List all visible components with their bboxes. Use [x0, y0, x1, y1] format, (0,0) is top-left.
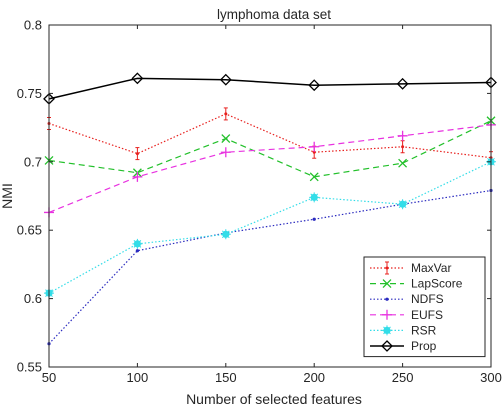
star-rays — [397, 199, 408, 210]
series-prop — [43, 72, 497, 105]
data-point-ndfs — [312, 217, 316, 221]
series-lapscore — [44, 116, 496, 182]
x-tick-label: 200 — [303, 370, 325, 385]
y-tick-label: 0.75 — [17, 86, 42, 101]
x-tick-label: 100 — [127, 370, 149, 385]
point-dot — [135, 152, 139, 156]
x-axis-label: Number of selected features — [186, 391, 362, 407]
star-rays — [220, 229, 231, 240]
data-point-eufs — [397, 130, 408, 141]
data-point-ndfs — [135, 249, 139, 253]
series-line-prop — [48, 77, 492, 100]
y-tick-label: 0.55 — [17, 360, 42, 375]
data-point-maxvar — [400, 140, 405, 154]
data-point-rsr — [397, 199, 408, 210]
point-dot — [401, 145, 405, 149]
series-layer — [43, 72, 497, 346]
legend-swatch-marker — [382, 309, 392, 320]
legend-item-eufs: EUFS — [370, 308, 443, 322]
legend-label: Prop — [411, 339, 437, 353]
data-point-rsr — [132, 238, 143, 249]
data-point-eufs — [309, 141, 320, 152]
data-point-prop — [131, 72, 144, 85]
y-tick-label: 0.6 — [24, 291, 42, 306]
y-tick-label: 0.8 — [24, 18, 42, 33]
axes: 50 100 150 200 250 300 0.55 0.6 0.65 0.7 0.75 0.8 — [17, 18, 502, 386]
series-line-ndfs — [48, 189, 492, 345]
data-point-lapscore — [398, 158, 408, 168]
data-point-eufs — [132, 171, 143, 182]
series-line-lapscore — [48, 120, 492, 178]
legend-swatch-marker — [382, 325, 392, 336]
data-point-lapscore — [309, 172, 319, 182]
data-point-rsr — [309, 192, 320, 203]
data-point-prop — [396, 77, 409, 90]
legend-item-maxvar: MaxVar — [370, 261, 451, 275]
x-tick-label: 250 — [392, 370, 414, 385]
legend-swatch-marker — [381, 340, 393, 352]
series-line-rsr — [48, 161, 492, 294]
legend-box — [363, 256, 486, 358]
star-rays — [309, 192, 320, 203]
x-tick-label: 50 — [42, 370, 56, 385]
legend-item-rsr: RSR — [370, 323, 437, 337]
series-maxvar — [47, 107, 493, 165]
data-point-prop — [308, 79, 321, 92]
point-dot — [385, 266, 389, 270]
series-line-maxvar — [48, 113, 492, 159]
star-rays — [382, 325, 392, 336]
legend-item-lapscore: LapScore — [370, 277, 463, 291]
data-point-maxvar — [135, 147, 140, 161]
legend-label: EUFS — [411, 308, 443, 322]
y-axis-label: NMI — [0, 183, 15, 209]
legend-label: RSR — [411, 323, 437, 337]
y-tick-label: 0.65 — [17, 223, 42, 238]
legend-label: MaxVar — [411, 261, 451, 275]
data-point-prop — [219, 73, 232, 86]
legend-swatch-marker — [382, 279, 392, 289]
plot-area-frame — [48, 24, 492, 368]
data-point-rsr — [220, 229, 231, 240]
legend-swatch-marker — [385, 261, 389, 275]
chart-title: lymphoma data set — [217, 7, 331, 22]
legend-item-ndfs: NDFS — [370, 292, 444, 306]
x-tick-label: 150 — [215, 370, 237, 385]
legend-label: LapScore — [411, 277, 463, 291]
point-dot — [312, 150, 316, 154]
legend-swatch-marker — [385, 297, 389, 301]
star-rays — [132, 238, 143, 249]
data-point-eufs — [220, 147, 231, 158]
data-point-lapscore — [221, 134, 231, 144]
legend-label: NDFS — [411, 292, 444, 306]
data-point-maxvar — [223, 107, 228, 121]
series-line-eufs — [48, 124, 492, 213]
y-tick-label: 0.7 — [24, 154, 42, 169]
legend-item-prop: Prop — [370, 339, 437, 353]
x-tick-label: 300 — [480, 370, 502, 385]
point-dot — [224, 112, 228, 116]
